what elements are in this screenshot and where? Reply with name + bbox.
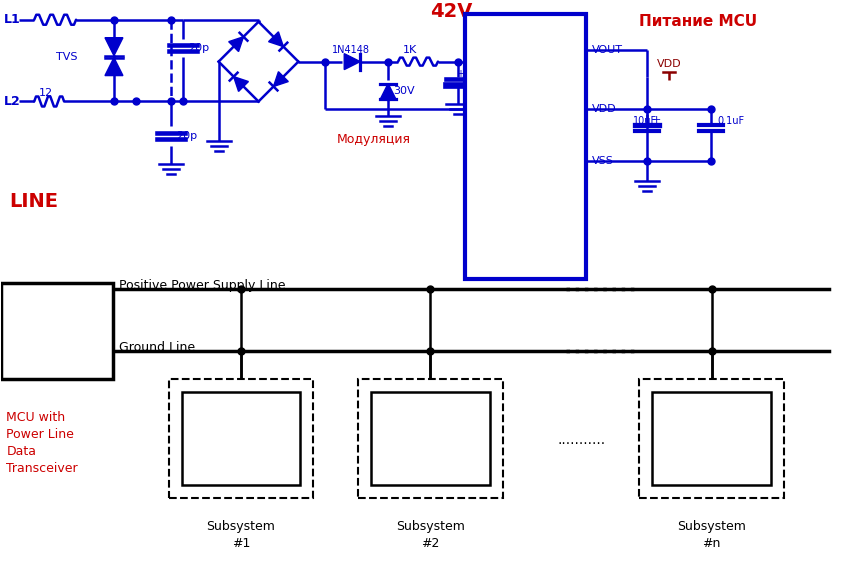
Bar (371, 392, 489, 485)
Text: VIN: VIN (468, 41, 488, 51)
Bar (358, 378, 503, 498)
Text: ...........: ........... (558, 433, 606, 447)
Text: VOUT: VOUT (591, 44, 622, 55)
Text: 1N4148: 1N4148 (332, 44, 370, 55)
Text: TVS: TVS (56, 51, 77, 62)
Polygon shape (105, 38, 123, 55)
Text: Subsystem
#1: Subsystem #1 (207, 520, 276, 550)
Text: VSS: VSS (591, 157, 613, 166)
Text: L2: L2 (4, 95, 21, 108)
Text: MCU with
Power Line
Data
Transceiver: MCU with Power Line Data Transceiver (489, 186, 562, 256)
Text: 20: 20 (515, 209, 529, 219)
Polygon shape (273, 72, 288, 86)
Text: 20p: 20p (176, 131, 197, 141)
Text: 20p: 20p (188, 43, 209, 53)
Text: IS: IS (468, 166, 479, 176)
Text: TRX: TRX (468, 105, 491, 114)
Text: L1: L1 (4, 13, 21, 26)
Bar (182, 392, 300, 485)
Text: 1K: 1K (403, 44, 417, 55)
Text: Модуляция: Модуляция (336, 133, 410, 146)
Polygon shape (105, 58, 123, 75)
Bar (465, 14, 586, 279)
Text: 42V: 42V (430, 2, 473, 21)
Polygon shape (380, 84, 396, 99)
Text: +: + (456, 68, 464, 79)
Text: Positive Power Supply Line: Positive Power Supply Line (119, 279, 285, 293)
Text: Subsystem
#n: Subsystem #n (677, 520, 746, 550)
Text: 22uF: 22uF (461, 75, 485, 86)
Bar (169, 378, 314, 498)
Text: BA45F5552: BA45F5552 (391, 432, 470, 446)
Text: 30V: 30V (393, 85, 415, 96)
Polygon shape (268, 32, 283, 47)
Text: VDD: VDD (657, 58, 681, 68)
Polygon shape (234, 77, 248, 92)
Text: 10uF: 10uF (633, 116, 658, 126)
Bar (639, 378, 784, 498)
Text: Subsystem
#2: Subsystem #2 (396, 520, 465, 550)
Polygon shape (229, 37, 244, 51)
Text: +: + (651, 116, 661, 126)
Text: 0.1uF: 0.1uF (717, 116, 744, 126)
Text: Master
Controller: Master Controller (26, 316, 87, 346)
Text: VDD: VDD (591, 105, 616, 114)
Polygon shape (344, 54, 360, 69)
Text: Ground Line: Ground Line (119, 341, 195, 354)
Bar (653, 392, 771, 485)
Text: Питание MCU: Питание MCU (639, 14, 758, 29)
Text: LINE: LINE (9, 192, 58, 211)
Text: BA45F5562: BA45F5562 (672, 432, 752, 446)
Text: MCU with
Power Line
Data
Transceiver: MCU with Power Line Data Transceiver (6, 411, 78, 475)
Bar (2, 283, 113, 378)
Text: BA45F5541: BA45F5541 (201, 432, 281, 446)
Text: 12: 12 (40, 88, 53, 98)
